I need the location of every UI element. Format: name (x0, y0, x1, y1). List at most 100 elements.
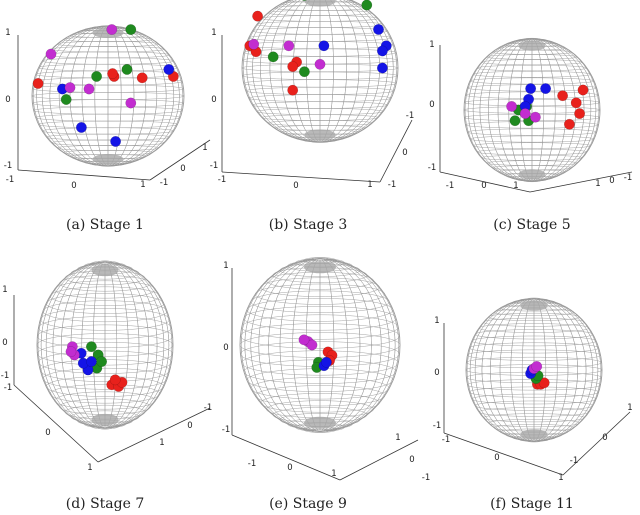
tick-label: 0 (71, 181, 76, 191)
tick-label: -1 (388, 180, 396, 190)
point-blue (318, 40, 330, 52)
parallel (469, 342, 599, 354)
tick-label: 1 (223, 261, 228, 271)
tick-label: -1 (222, 425, 230, 435)
pole-cap (92, 154, 124, 164)
parallel (476, 148, 588, 156)
point-magenta (83, 83, 95, 95)
point-magenta (64, 82, 76, 94)
meridian (464, 38, 600, 182)
tick-label: 1 (595, 179, 600, 189)
parallel (260, 393, 380, 413)
panel-stage-11: 10-1-101-101 (433, 297, 633, 483)
point-green (267, 51, 279, 63)
parallel (54, 391, 156, 410)
point-red (538, 377, 550, 389)
point-red (577, 84, 589, 96)
parallel (49, 286, 161, 306)
parallel (240, 323, 400, 349)
tick-label: -1 (6, 175, 14, 185)
parallel (476, 64, 588, 72)
tick-label: 0 (609, 176, 614, 186)
tick-label: -1 (570, 456, 578, 466)
parallel (40, 308, 170, 331)
point-magenta (298, 334, 310, 346)
parallel (260, 277, 380, 297)
parallel (483, 413, 585, 423)
tick-label: 0 (409, 455, 414, 465)
point-blue (85, 356, 97, 368)
parallel (49, 384, 161, 404)
parallel (54, 280, 156, 299)
tick-label: 0 (180, 164, 185, 174)
tick-label: 0 (287, 463, 292, 473)
sphere-wireframe (241, 0, 399, 143)
parallel (524, 37, 540, 41)
tick-label: 0 (45, 428, 50, 438)
tick-label: -1 (442, 435, 450, 445)
point-blue (376, 45, 388, 57)
parallel (250, 290, 390, 313)
parallel (42, 300, 168, 323)
parallel (311, 257, 329, 262)
parallel (471, 393, 597, 405)
tick-label: -1 (248, 459, 256, 469)
point-blue (110, 135, 122, 147)
axis-line (17, 169, 151, 181)
parallel (471, 335, 597, 347)
parallel (243, 306, 397, 331)
point-red (563, 118, 575, 130)
tick-label: 1 (434, 316, 439, 326)
point-blue (75, 122, 87, 133)
axis-line (149, 139, 211, 181)
point-red (136, 72, 148, 84)
pole-cap (304, 0, 336, 7)
meridian (242, 0, 398, 143)
point-blue (373, 24, 384, 35)
sphere-wireframe (239, 257, 401, 433)
point-magenta (106, 24, 118, 36)
point-magenta (306, 339, 318, 351)
parallel (486, 160, 578, 166)
point-magenta (248, 38, 260, 50)
tick-label: 0 (602, 433, 607, 443)
point-red (252, 10, 264, 22)
axis-line (439, 171, 531, 193)
parallel (241, 350, 399, 376)
axis-line (379, 119, 413, 183)
point-green (298, 66, 310, 78)
point-red (287, 84, 299, 96)
parallel (483, 317, 585, 327)
pole-cap (304, 261, 336, 274)
point-red (557, 90, 569, 102)
tick-label: 1 (202, 143, 207, 153)
point-magenta (45, 48, 57, 60)
parallel (51, 139, 165, 146)
parallel (37, 324, 173, 349)
axis-line (562, 411, 631, 476)
tick-label: 0 (2, 338, 7, 348)
parallel (250, 377, 390, 400)
tick-label: 0 (5, 95, 10, 105)
tick-label: 0 (187, 421, 192, 431)
point-magenta (283, 40, 295, 52)
caption-stage-3: (b) Stage 3 (268, 217, 348, 233)
pole-cap (304, 416, 336, 429)
tick-label: -1 (406, 111, 414, 121)
point-green (301, 0, 308, 1)
point-blue (376, 62, 388, 74)
tick-label: 0 (494, 453, 499, 463)
tick-label: -1 (433, 421, 441, 431)
parallel (97, 260, 113, 265)
tick-label: -1 (210, 161, 218, 171)
axis-line (339, 439, 419, 481)
parallel (474, 400, 594, 411)
parallel (42, 367, 168, 390)
tick-label: -1 (218, 175, 226, 185)
tick-label: 1 (627, 403, 632, 413)
panel-stage-9: 1 0 -1 -1 0 1 1 0 -1 (222, 257, 430, 483)
tick-label: 1 (5, 28, 10, 38)
tick-label: 0 (402, 148, 407, 158)
point-green (60, 94, 72, 105)
panel-stage-3: 10-1-10 1 -10-1 (210, 0, 414, 191)
